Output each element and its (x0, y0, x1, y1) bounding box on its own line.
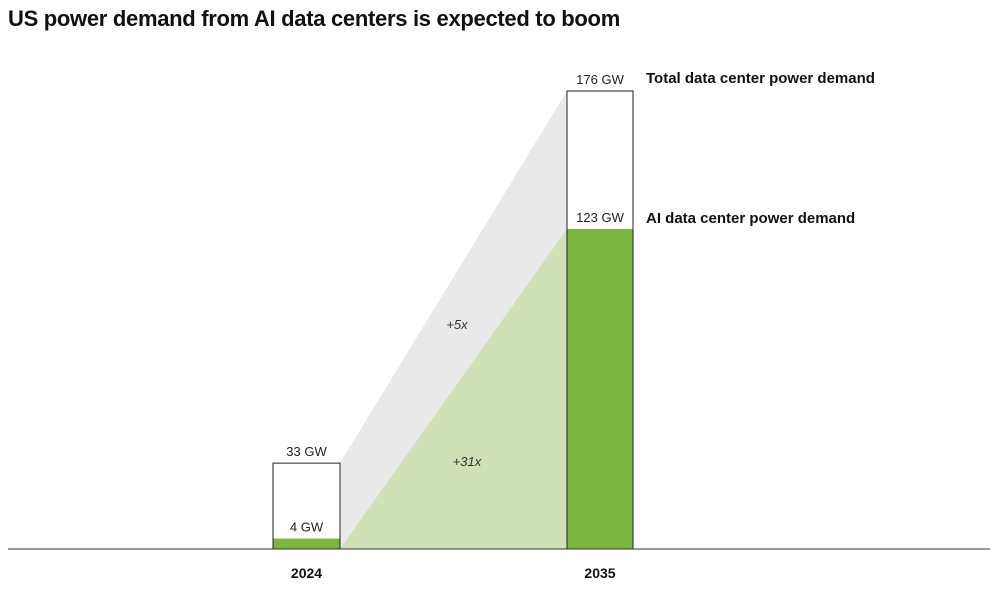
ai-bar-2024 (273, 538, 340, 549)
chart-title: US power demand from AI data centers is … (8, 6, 620, 31)
ai-bar-2035 (567, 228, 633, 549)
total-bar-2024 (272, 462, 341, 550)
total-value-label-2035: 176 GW (576, 72, 624, 87)
total-value-label-2024: 33 GW (286, 444, 327, 459)
chart-labels: 33 GW 4 GW 2024 176 GW 123 GW 2035 Total data … (286, 70, 875, 581)
bars (272, 90, 634, 550)
ai-value-label-2024: 4 GW (290, 520, 324, 535)
ai-growth-annotation: +31x (453, 454, 482, 469)
series-label-ai: AI data center power demand (646, 210, 855, 227)
series-label-total: Total data center power demand (646, 70, 875, 87)
x-tick-2035: 2035 (584, 565, 615, 581)
growth-bands (340, 91, 567, 549)
ai-value-label-2035: 123 GW (576, 210, 624, 225)
total-growth-annotation: +5x (446, 317, 468, 332)
x-tick-2024: 2024 (291, 565, 322, 581)
ai-growth-band (340, 228, 567, 549)
